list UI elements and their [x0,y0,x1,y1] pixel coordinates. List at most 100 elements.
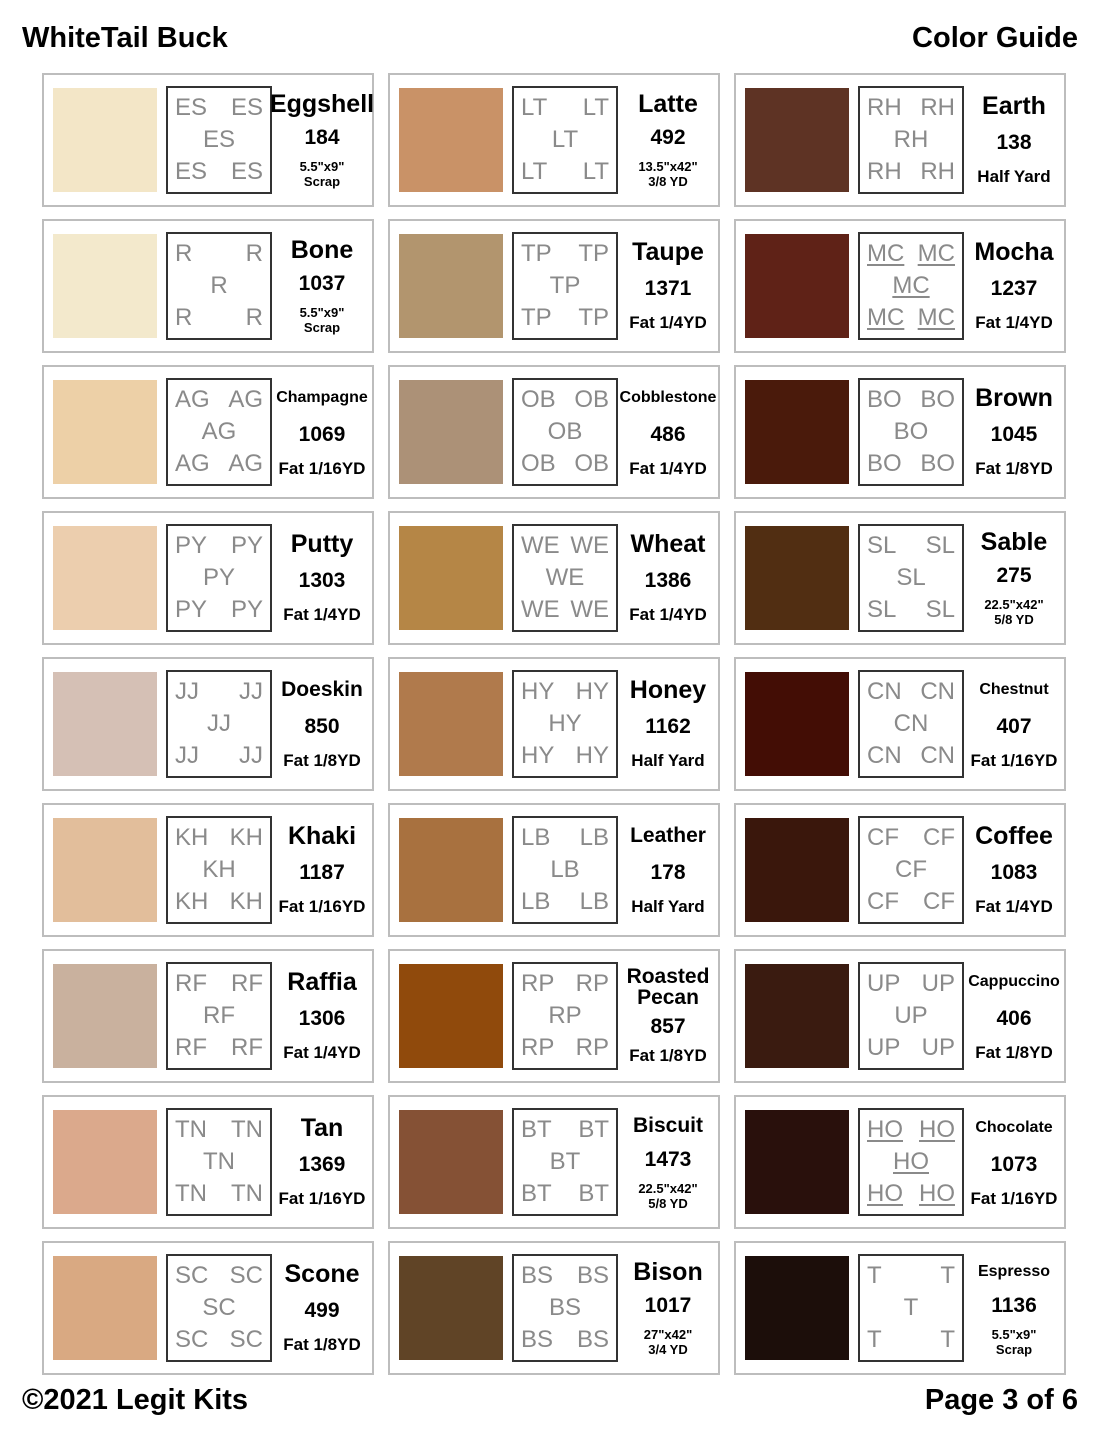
color-code: RH [867,94,902,121]
color-code: PY [230,596,263,623]
color-code: T [903,1294,919,1321]
color-code: RF [175,1034,207,1061]
fabric-size: Fat 1/8YD [629,1046,706,1066]
color-number: 857 [650,1014,686,1038]
color-code: SC [229,1262,263,1289]
code-box: BS BS BS BS BS [512,1254,618,1362]
color-number: 1136 [991,1293,1037,1317]
color-code: R [210,272,228,299]
color-card: PY PY PY PY PY Putty 1303 Fat 1/4YD [42,511,374,645]
fabric-size-line: 22.5"x42" [984,596,1044,612]
color-number: 1371 [644,277,692,300]
color-code: SL [867,596,897,623]
fabric-size-line: Fat 1/4YD [629,459,707,478]
color-code: LT [521,94,548,121]
color-info: Chocolate 1073 Fat 1/16YD [964,1109,1064,1215]
color-code: LT [582,158,609,185]
fabric-size: Fat 1/16YD [279,1189,366,1209]
fabric-size-line: 3/4 YD [648,1341,688,1357]
fabric-size: 13.5"x42" 3/8 YD [638,159,697,189]
color-code: T [867,1326,882,1353]
color-code: LB [521,824,551,851]
color-code: TN [231,1116,263,1143]
color-name: Earth [982,92,1046,120]
fabric-size: Fat 1/4YD [629,313,706,333]
color-number: 1237 [990,277,1038,300]
color-swatch [399,380,503,484]
color-card: SL SL SL SL SL Sable 275 22.5"x42" 5/8 YD [734,511,1066,645]
fabric-size-line: Scrap [303,173,341,189]
fabric-size-line: Fat 1/8YD [975,1043,1053,1062]
code-box: SC SC SC SC SC [166,1254,272,1362]
color-swatch [399,1256,503,1360]
color-code: SC [175,1326,209,1353]
color-info: Coffee 1083 Fat 1/4YD [964,817,1064,923]
color-code: CN [920,678,955,705]
color-swatch [399,672,503,776]
color-code: LB [579,824,609,851]
color-number: 1386 [644,569,692,592]
color-code: PY [175,596,208,623]
color-swatch [53,964,157,1068]
code-box: KH KH KH KH KH [166,816,272,924]
fabric-size: Fat 1/16YD [971,1189,1058,1209]
color-code: CN [867,678,902,705]
color-code: LB [579,888,609,915]
fabric-size-line: 5.5"x9" [299,158,345,174]
color-number: 1187 [299,861,345,884]
color-card: CN CN CN CN CN Chestnut 407 Fat 1/16YD [734,657,1066,791]
color-code: SL [896,564,926,591]
color-code: OB [574,450,609,477]
code-box: OB OB OB OB OB [512,378,618,486]
color-name: Latte [638,90,698,119]
color-info: Khaki 1187 Fat 1/16YD [272,817,372,923]
color-code: BO [920,450,955,477]
fabric-size-line: Fat 1/4YD [975,897,1053,916]
color-code: LB [550,856,580,883]
fabric-size-line: Fat 1/16YD [278,1189,366,1208]
color-code: TP [549,272,581,299]
color-code: RH [920,94,955,121]
fabric-size: Fat 1/8YD [283,751,360,771]
color-swatch [745,672,849,776]
color-code: KH [175,888,209,915]
color-code: BS [521,1262,554,1289]
color-code: PY [175,532,208,559]
color-code: MC [867,304,905,331]
color-info: Latte 492 13.5"x42" 3/8 YD [618,87,718,193]
color-info: Honey 1162 Half Yard [618,671,718,777]
code-box: HY HY HY HY HY [512,670,618,778]
color-name: Leather [630,824,706,847]
color-name: Coffee [975,822,1053,850]
color-card: RF RF RF RF RF Raffia 1306 Fat 1/4YD [42,949,374,1083]
page-number: Page 3 of 6 [924,1384,1078,1416]
color-code: PY [202,564,235,591]
color-card: WE WE WE WE WE Wheat 1386 Fat 1/4YD [388,511,720,645]
color-name: Cobblestone [619,389,717,406]
color-code: ES [175,158,208,185]
fabric-size-line: Fat 1/16YD [970,751,1058,770]
fabric-size-line: 5/8 YD [994,611,1034,627]
color-number: 1017 [644,1293,692,1317]
color-code: T [940,1326,955,1353]
color-code: CF [923,888,955,915]
fabric-size-line: 5.5"x9" [991,1326,1037,1342]
color-code: BT [549,1148,581,1175]
color-info: Biscuit 1473 22.5"x42" 5/8 YD [618,1109,718,1215]
color-name: Khaki [287,822,357,850]
color-code: RP [521,970,555,997]
color-code: RF [231,1034,263,1061]
color-code: HY [575,742,609,769]
color-swatch [399,1110,503,1214]
color-code: AG [175,450,210,477]
color-name: Scone [284,1260,360,1288]
color-name: Espresso [977,1263,1051,1281]
color-code: TP [578,304,609,331]
color-card: LB LB LB LB LB Leather 178 Half Yard [388,803,720,937]
color-name: Bone [290,236,354,265]
color-number: 1306 [298,1007,346,1030]
color-code: BT [521,1180,552,1207]
color-name: Bison [633,1258,703,1287]
color-swatch [745,234,849,338]
color-number: 1369 [298,1153,346,1176]
